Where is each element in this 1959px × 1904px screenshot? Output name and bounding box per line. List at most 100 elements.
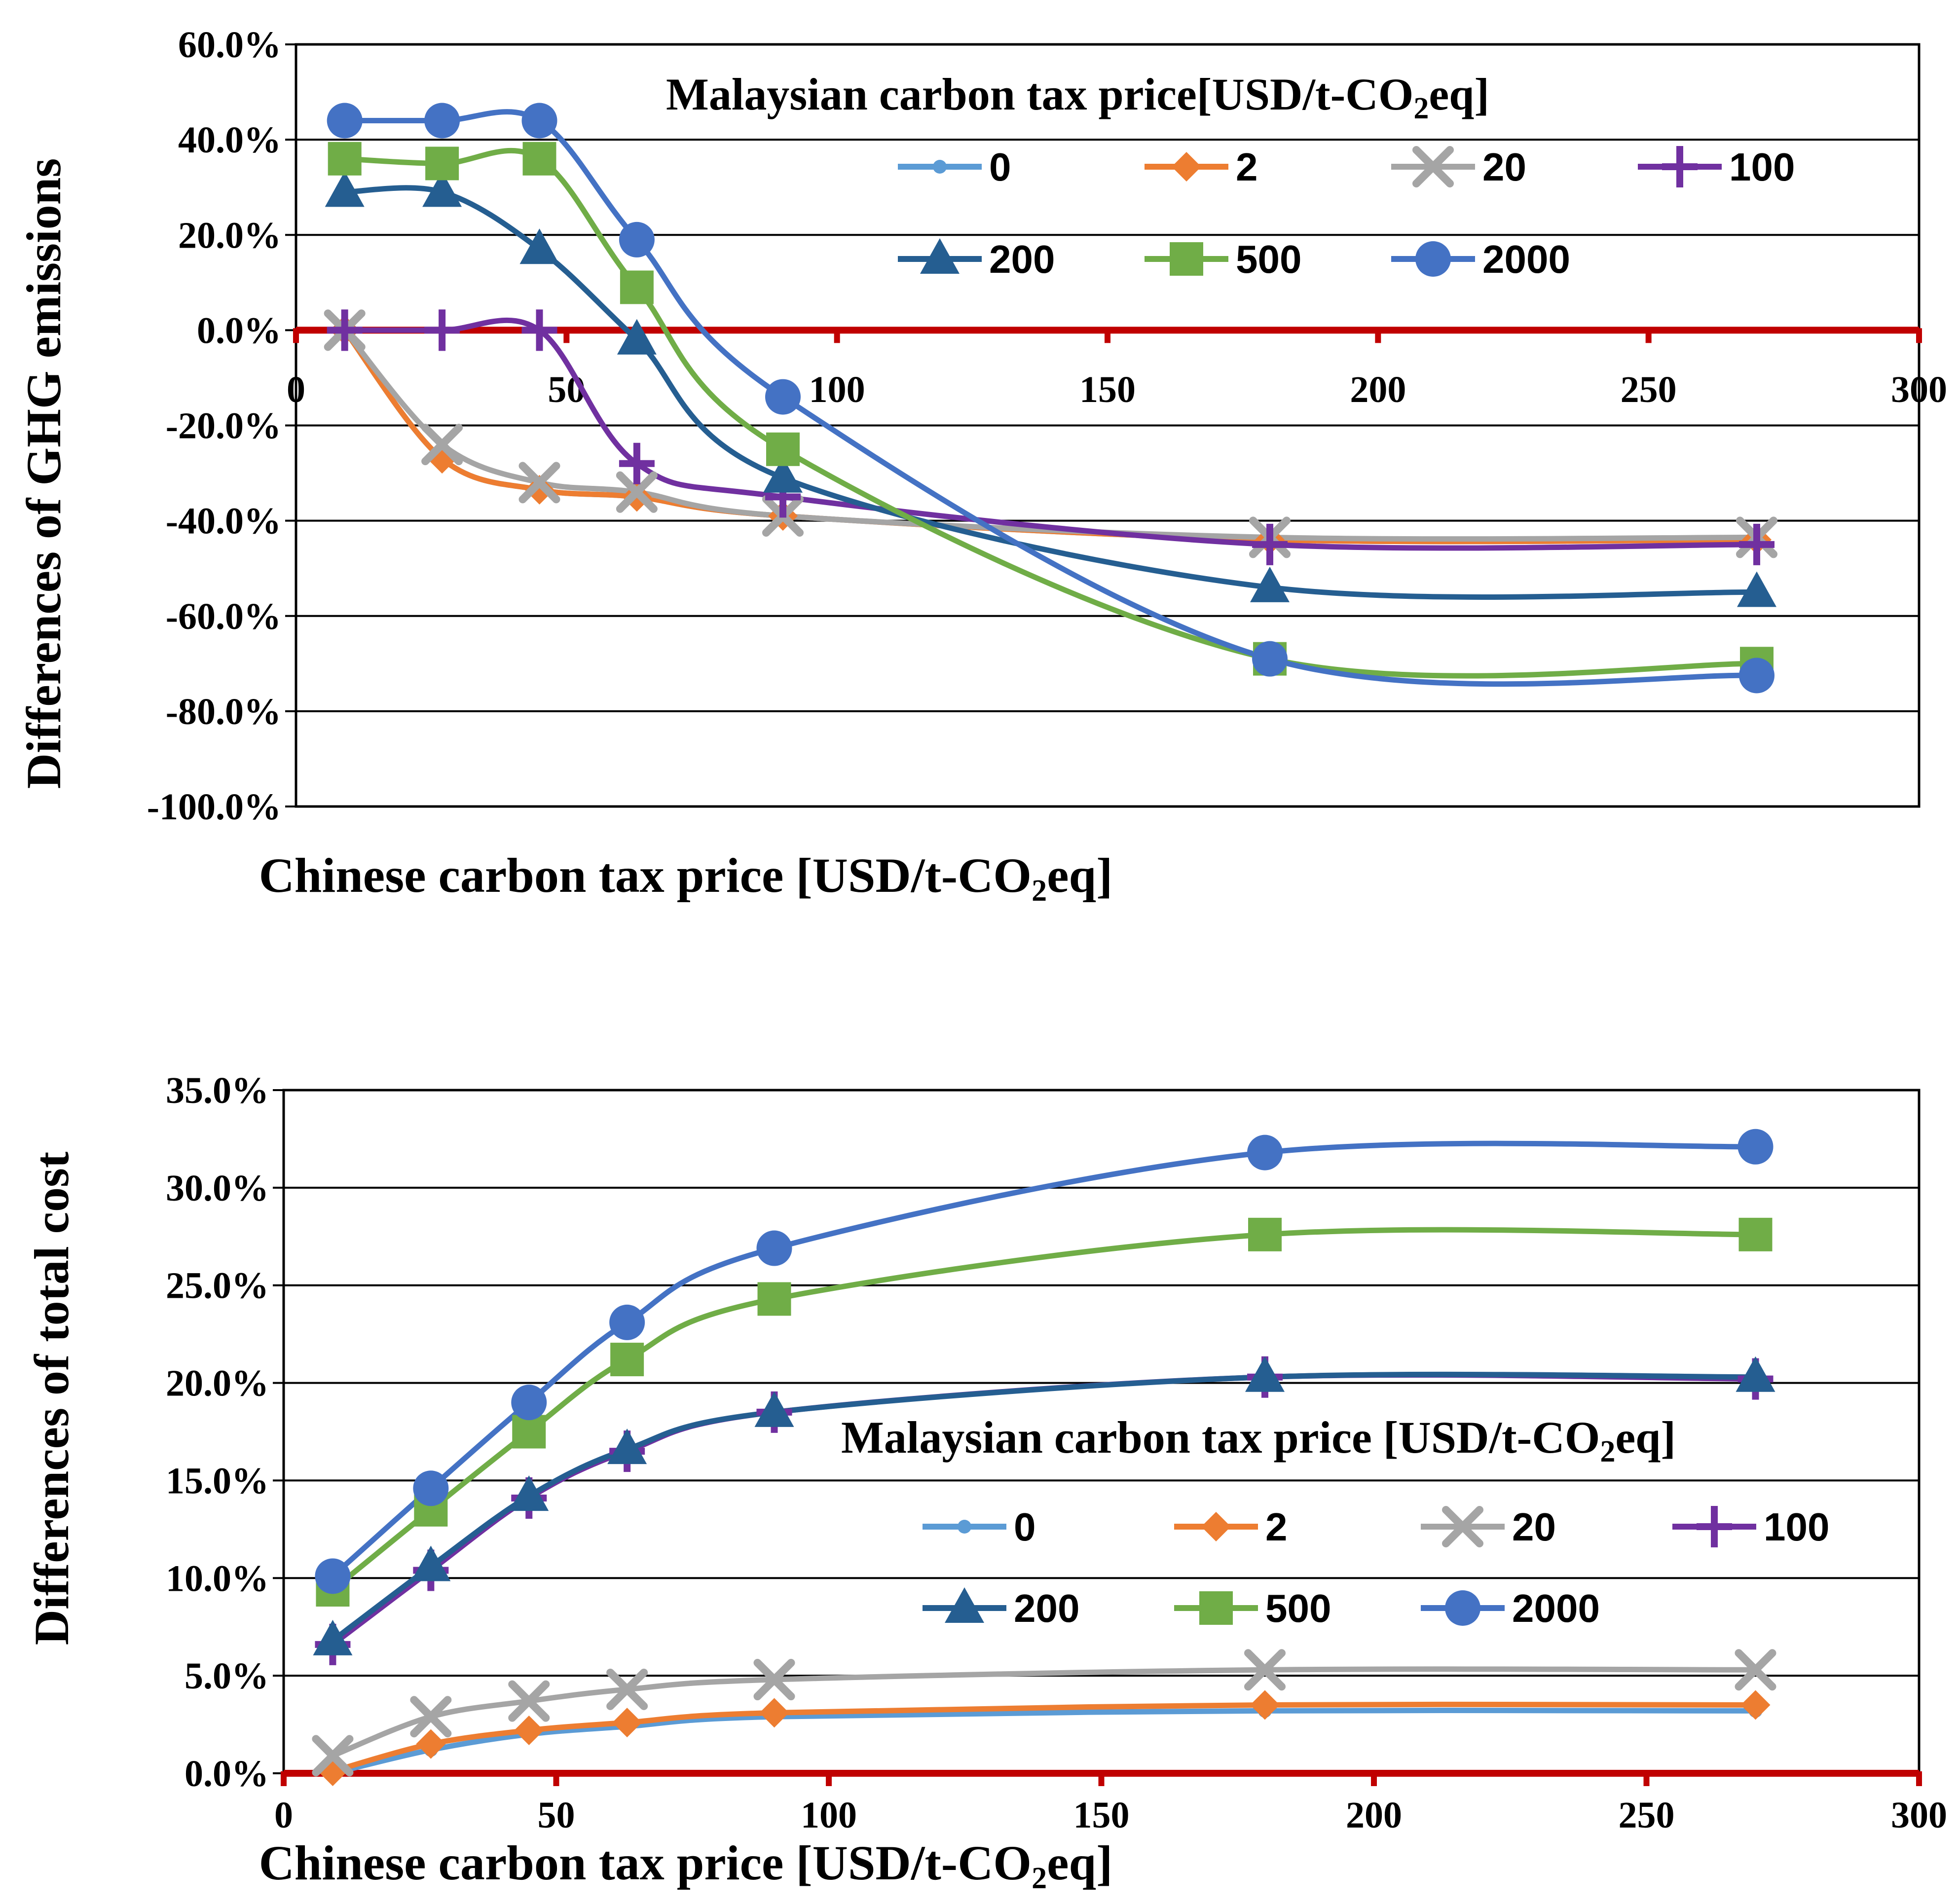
cost-point-200 xyxy=(754,1391,794,1427)
ghg-point-200 xyxy=(422,171,462,207)
cost-series-line-2000 xyxy=(330,1140,1758,1579)
ghg-y-axis-title: Differences of GHG emissions xyxy=(16,158,71,789)
ghg-point-200 xyxy=(617,319,657,355)
cost-legend-marker xyxy=(1442,1506,1483,1547)
ghg-legend-label: 500 xyxy=(1236,237,1301,281)
ghg-y-tick-label: 0.0% xyxy=(197,310,281,351)
ghg-legend-label: 2000 xyxy=(1482,237,1570,281)
ghg-x-tick-label: 200 xyxy=(1350,369,1406,410)
ghg-series-line-100 xyxy=(342,317,1760,551)
ghg-point-2 xyxy=(524,475,554,505)
cost-point-2 xyxy=(1740,1690,1771,1720)
cost-point-2 xyxy=(1250,1690,1280,1720)
ghg-point-2000 xyxy=(1252,641,1288,677)
ghg-point-2000 xyxy=(619,221,655,257)
ghg-legend-entry-20: 20 xyxy=(1391,145,1526,189)
cost-legend-label: 0 xyxy=(1014,1505,1036,1549)
cost-legend-marker xyxy=(1199,1591,1233,1625)
cost-legend-label: 500 xyxy=(1265,1586,1331,1630)
cost-legend-entry-500: 500 xyxy=(1174,1586,1331,1630)
cost-legend-entry-2000: 2000 xyxy=(1421,1586,1600,1630)
ghg-point-2000 xyxy=(327,103,363,139)
cost-point-2 xyxy=(514,1715,544,1745)
cost-point-2000 xyxy=(1247,1135,1283,1171)
cost-legend-marker xyxy=(945,1587,984,1623)
ghg-legend-marker xyxy=(1412,146,1454,187)
cost-series-line-20 xyxy=(330,1666,1758,1758)
cost-x-tick-label: 50 xyxy=(538,1794,575,1836)
ghg-legend-entry-2000: 2000 xyxy=(1391,237,1570,281)
cost-point-200 xyxy=(411,1545,451,1581)
ghg-point-500 xyxy=(620,270,654,304)
cost-point-20 xyxy=(606,1668,648,1710)
cost-point-2000 xyxy=(511,1385,547,1421)
cost-point-2 xyxy=(416,1729,446,1759)
cost-point-500 xyxy=(757,1282,791,1316)
ghg-series-line-200 xyxy=(342,185,1760,600)
cost-point-2000 xyxy=(315,1558,351,1594)
cost-point-500 xyxy=(1248,1217,1282,1251)
ghg-point-20 xyxy=(518,462,560,504)
ghg-legend-label: 2 xyxy=(1236,145,1258,189)
cost-y-tick-label: 35.0% xyxy=(166,1070,269,1111)
ghg-y-tick-label: -60.0% xyxy=(166,596,281,637)
ghg-x-tick-label: 100 xyxy=(809,369,865,410)
ghg-y-tick-label: 60.0% xyxy=(178,24,281,66)
ghg-legend-label: 0 xyxy=(989,145,1011,189)
cost-y-tick-label: 15.0% xyxy=(166,1460,269,1501)
ghg-legend-marker xyxy=(1170,242,1203,276)
cost-y-tick-label: 0.0% xyxy=(185,1753,269,1794)
ghg-legend-entry-100: 100 xyxy=(1638,145,1795,189)
cost-legend-label: 200 xyxy=(1014,1586,1079,1630)
cost-legend-marker xyxy=(1445,1590,1480,1626)
ghg-point-2000 xyxy=(521,103,557,139)
cost-x-tick-label: 150 xyxy=(1073,1794,1130,1836)
cost-point-20 xyxy=(410,1696,452,1738)
cost-point-200 xyxy=(1245,1356,1285,1392)
ghg-series-line-2000 xyxy=(342,109,1760,687)
cost-point-200 xyxy=(1736,1356,1775,1392)
ghg-legend-marker xyxy=(1415,241,1451,277)
cost-point-2 xyxy=(759,1698,789,1728)
ghg-emissions-chart: 60.0% 40.0% 20.0% 0.0% -20.0% -40.0% -60.0% -80… xyxy=(147,24,1947,828)
cost-series-line-200 xyxy=(330,1371,1758,1644)
ghg-x-tick-label: 250 xyxy=(1621,369,1677,410)
cost-y-tick-label: 30.0% xyxy=(166,1168,269,1209)
cost-series-line-500 xyxy=(330,1227,1758,1593)
cost-point-20 xyxy=(1735,1649,1776,1691)
cost-legend-entry-200: 200 xyxy=(923,1586,1079,1630)
cost-x-axis-title: Chinese carbon tax price [USD/t-CO2eq] xyxy=(259,1835,1113,1895)
ghg-legend-title: Malaysian carbon tax price[USD/t-CO2eq] xyxy=(666,69,1489,125)
cost-point-500 xyxy=(1738,1217,1773,1251)
ghg-point-200 xyxy=(763,457,803,493)
cost-point-200 xyxy=(313,1619,353,1655)
cost-point-2000 xyxy=(756,1230,792,1266)
ghg-point-500 xyxy=(425,146,459,181)
ghg-point-20 xyxy=(616,471,658,513)
cost-point-500 xyxy=(610,1343,644,1377)
ghg-legend-entry-2: 2 xyxy=(1145,145,1258,189)
cost-legend-entry-2: 2 xyxy=(1174,1505,1288,1549)
ghg-point-500 xyxy=(766,432,800,466)
ghg-x-tick-label: 50 xyxy=(548,369,585,410)
cost-point-200 xyxy=(509,1475,549,1511)
ghg-point-100 xyxy=(521,309,557,351)
ghg-legend-marker xyxy=(1662,146,1698,187)
ghg-point-100 xyxy=(1739,523,1774,565)
ghg-series-line-20 xyxy=(342,327,1760,542)
ghg-legend-entry-500: 500 xyxy=(1145,237,1301,281)
cost-point-2000 xyxy=(609,1304,645,1340)
cost-x-tick-label: 100 xyxy=(801,1794,857,1836)
ghg-point-2000 xyxy=(1739,658,1774,694)
ghg-point-500 xyxy=(522,142,556,176)
ghg-point-200 xyxy=(1737,571,1776,607)
cost-point-200 xyxy=(607,1428,647,1465)
ghg-y-tick-label: -40.0% xyxy=(166,501,281,542)
cost-x-tick-label: 250 xyxy=(1619,1794,1675,1836)
cost-legend-marker xyxy=(1697,1506,1732,1547)
cost-legend-title: Malaysian carbon tax price [USD/t-CO2eq] xyxy=(841,1412,1676,1468)
ghg-x-tick-label: 0 xyxy=(287,369,305,410)
ghg-y-tick-label: -100.0% xyxy=(147,786,281,828)
ghg-series-line-500 xyxy=(342,147,1760,679)
ghg-point-200 xyxy=(1250,566,1290,602)
